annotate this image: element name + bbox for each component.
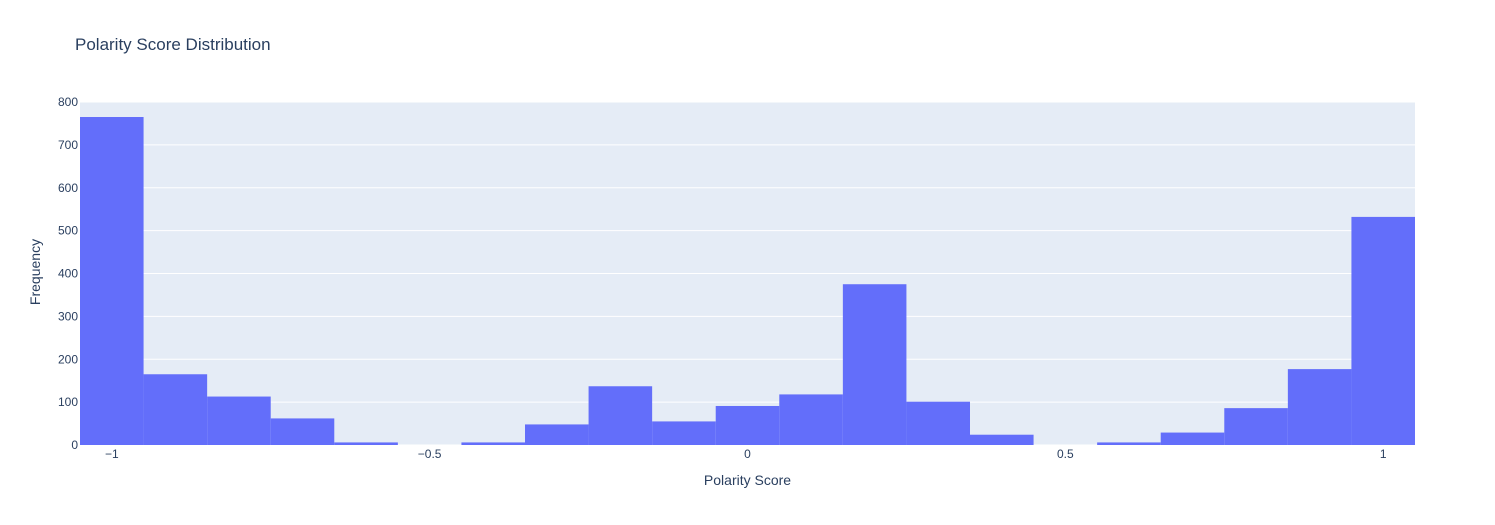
histogram-bar[interactable] [525, 424, 589, 445]
y-tick-label: 200 [58, 352, 78, 366]
x-axis-title: Polarity Score [704, 472, 791, 488]
histogram-bar[interactable] [779, 394, 843, 445]
x-tick-label: 0.5 [1057, 447, 1074, 461]
y-tick-label: 800 [58, 95, 78, 109]
histogram-bar[interactable] [334, 442, 398, 445]
histogram-bar[interactable] [80, 117, 144, 445]
histogram-bar[interactable] [1224, 408, 1288, 445]
y-tick-label: 400 [58, 267, 78, 281]
histogram-bar[interactable] [970, 434, 1034, 445]
y-axis-title: Frequency [27, 239, 43, 305]
histogram-bar[interactable] [461, 442, 525, 445]
x-tick-label: 0 [744, 447, 751, 461]
x-tick-label: 1 [1380, 447, 1387, 461]
y-tick-label: 100 [58, 395, 78, 409]
y-tick-label: 500 [58, 224, 78, 238]
y-tick-label: 700 [58, 138, 78, 152]
x-axis-ticks: −1 −0.5 0 0.5 1 [105, 447, 1387, 461]
histogram-bar[interactable] [1160, 432, 1225, 445]
x-tick-label: −0.5 [418, 447, 442, 461]
x-tick-label: −1 [105, 447, 119, 461]
histogram-bar[interactable] [207, 396, 271, 445]
y-axis-ticks: 0 100 200 300 400 500 600 700 800 [58, 95, 78, 452]
histogram-bar[interactable] [1351, 216, 1415, 445]
y-tick-label: 600 [58, 181, 78, 195]
histogram-bar[interactable] [270, 418, 335, 445]
y-tick-label: 0 [71, 438, 78, 452]
bars [80, 117, 1415, 445]
histogram-bar[interactable] [143, 374, 208, 445]
histogram-bar[interactable] [715, 405, 780, 445]
histogram-bar[interactable] [588, 386, 653, 445]
histogram-bar[interactable] [906, 401, 970, 445]
histogram-bar[interactable] [842, 284, 907, 445]
histogram-bar[interactable] [1287, 369, 1352, 445]
histogram-bar[interactable] [1097, 442, 1161, 445]
y-tick-label: 300 [58, 309, 78, 323]
histogram-bar[interactable] [652, 421, 716, 445]
chart-title: Polarity Score Distribution [75, 35, 271, 54]
